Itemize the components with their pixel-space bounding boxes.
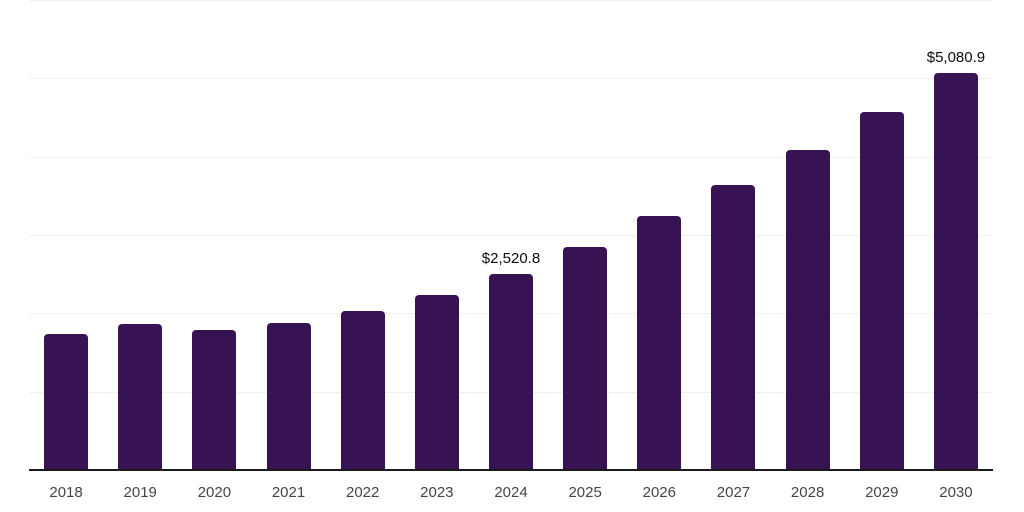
x-tick-label-2022: 2022 bbox=[346, 484, 380, 501]
gridline-4000 bbox=[29, 156, 993, 158]
bar-2026 bbox=[637, 216, 682, 471]
bar-2024 bbox=[489, 273, 533, 471]
x-tick-label-2029: 2029 bbox=[865, 484, 899, 501]
x-tick-label-2019: 2019 bbox=[123, 484, 157, 501]
bar-2023 bbox=[414, 295, 459, 471]
x-axis-line bbox=[29, 469, 993, 471]
bar-2030 bbox=[933, 73, 978, 471]
bar-2027 bbox=[711, 185, 756, 471]
x-tick-label-2024: 2024 bbox=[494, 484, 528, 501]
data-label-2030: $5,080.9 bbox=[926, 49, 986, 66]
x-tick-label-2025: 2025 bbox=[568, 484, 602, 501]
x-tick-label-2030: 2030 bbox=[939, 484, 973, 501]
gridline-3000 bbox=[29, 235, 993, 236]
gridline-6000 bbox=[29, 0, 993, 1]
x-tick-label-2018: 2018 bbox=[49, 484, 83, 501]
bar-2018 bbox=[44, 333, 89, 471]
x-tick-label-2023: 2023 bbox=[420, 484, 454, 501]
plot-area: $2,520.8 $5,080.9 bbox=[29, 0, 993, 471]
bar-2021 bbox=[266, 322, 311, 471]
bar-2020 bbox=[192, 329, 237, 471]
bar-2022 bbox=[340, 311, 385, 471]
bar-2025 bbox=[563, 246, 608, 471]
x-tick-label-2021: 2021 bbox=[271, 484, 306, 501]
bar-2019 bbox=[118, 323, 163, 471]
x-tick-label-2026: 2026 bbox=[642, 484, 676, 501]
x-tick-label-2028: 2028 bbox=[790, 484, 825, 501]
bar-2029 bbox=[859, 112, 904, 471]
x-tick-label-2027: 2027 bbox=[716, 484, 751, 501]
x-tick-label-2020: 2020 bbox=[197, 484, 232, 501]
x-axis-tick-labels: 2018 2019 2020 2021 2022 2023 2024 2025 2026 2027… bbox=[29, 484, 993, 502]
data-label-2024: $2,520.8 bbox=[481, 249, 541, 267]
gridline-5000 bbox=[29, 78, 993, 80]
bar-2028 bbox=[785, 149, 830, 471]
